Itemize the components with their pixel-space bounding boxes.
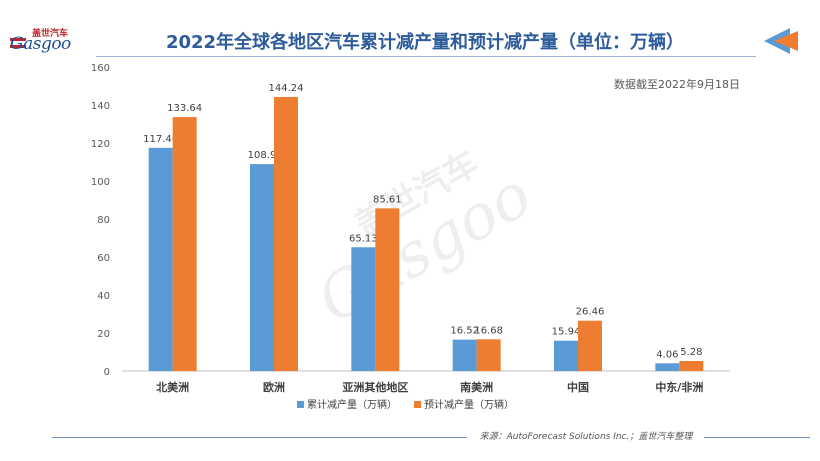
data-label: 85.61	[373, 194, 402, 205]
data-label: 108.9	[248, 150, 277, 161]
bar	[655, 363, 680, 371]
x-tick-label: 北美洲	[156, 380, 189, 394]
y-tick-label: 120	[91, 139, 110, 150]
logo-en-text: Gasgoo	[10, 34, 71, 54]
logo-cn-text: 盖世汽车	[32, 29, 69, 39]
x-tick-label: 南美洲	[460, 380, 493, 394]
y-tick-label: 60	[97, 253, 110, 264]
x-tick-label: 亚洲其他地区	[342, 380, 408, 394]
x-tick-label: 中国	[567, 380, 589, 394]
y-tick-label: 40	[97, 291, 110, 302]
bar	[452, 339, 477, 371]
y-tick-label: 140	[91, 101, 110, 112]
bar	[172, 117, 197, 371]
title-divider	[96, 56, 756, 57]
bar	[351, 247, 376, 371]
legend-swatch	[414, 401, 421, 408]
data-label: 15.94	[552, 327, 581, 338]
gasgoo-logo: 盖世汽车 Gasgoo	[10, 28, 88, 62]
y-tick-label: 80	[97, 215, 110, 226]
legend-label: 预计减产量（万辆）	[424, 398, 514, 411]
data-label: 65.13	[349, 233, 378, 244]
data-label: 16.68	[474, 325, 503, 336]
data-date-note: 数据截至2022年9月18日	[614, 77, 740, 91]
data-label: 144.24	[269, 83, 304, 94]
x-tick-label: 欧洲	[263, 380, 285, 394]
back-arrow-icon[interactable]	[760, 26, 804, 56]
x-tick-label: 中东/非洲	[655, 380, 703, 394]
bar	[375, 208, 400, 371]
data-label: 16.52	[450, 326, 479, 337]
bar	[476, 339, 501, 371]
source-note: 来源：AutoForecast Solutions Inc.；盖世汽车整理	[479, 432, 693, 442]
bar	[274, 96, 298, 371]
footer-divider-right	[704, 437, 810, 438]
y-tick-label: 20	[97, 329, 110, 340]
data-label: 4.06	[656, 349, 678, 360]
data-label: 117.46	[143, 134, 178, 145]
legend-swatch	[297, 401, 304, 408]
data-label: 133.64	[167, 103, 202, 114]
logo-mark-icon	[10, 38, 26, 48]
y-tick-label: 100	[91, 177, 110, 188]
bar	[148, 147, 173, 371]
chart-title: 2022年全球各地区汽车累计减产量和预计减产量（单位：万辆）	[165, 32, 685, 53]
footer-divider-left	[52, 437, 467, 438]
bar	[250, 164, 274, 371]
bar	[679, 360, 704, 371]
data-label: 5.28	[680, 347, 702, 358]
y-tick-label: 0	[104, 367, 110, 378]
bar	[578, 320, 602, 371]
bar	[554, 340, 578, 371]
legend-label: 累计减产量（万辆）	[307, 398, 397, 411]
y-tick-label: 160	[91, 63, 110, 74]
data-label: 26.46	[576, 307, 605, 318]
